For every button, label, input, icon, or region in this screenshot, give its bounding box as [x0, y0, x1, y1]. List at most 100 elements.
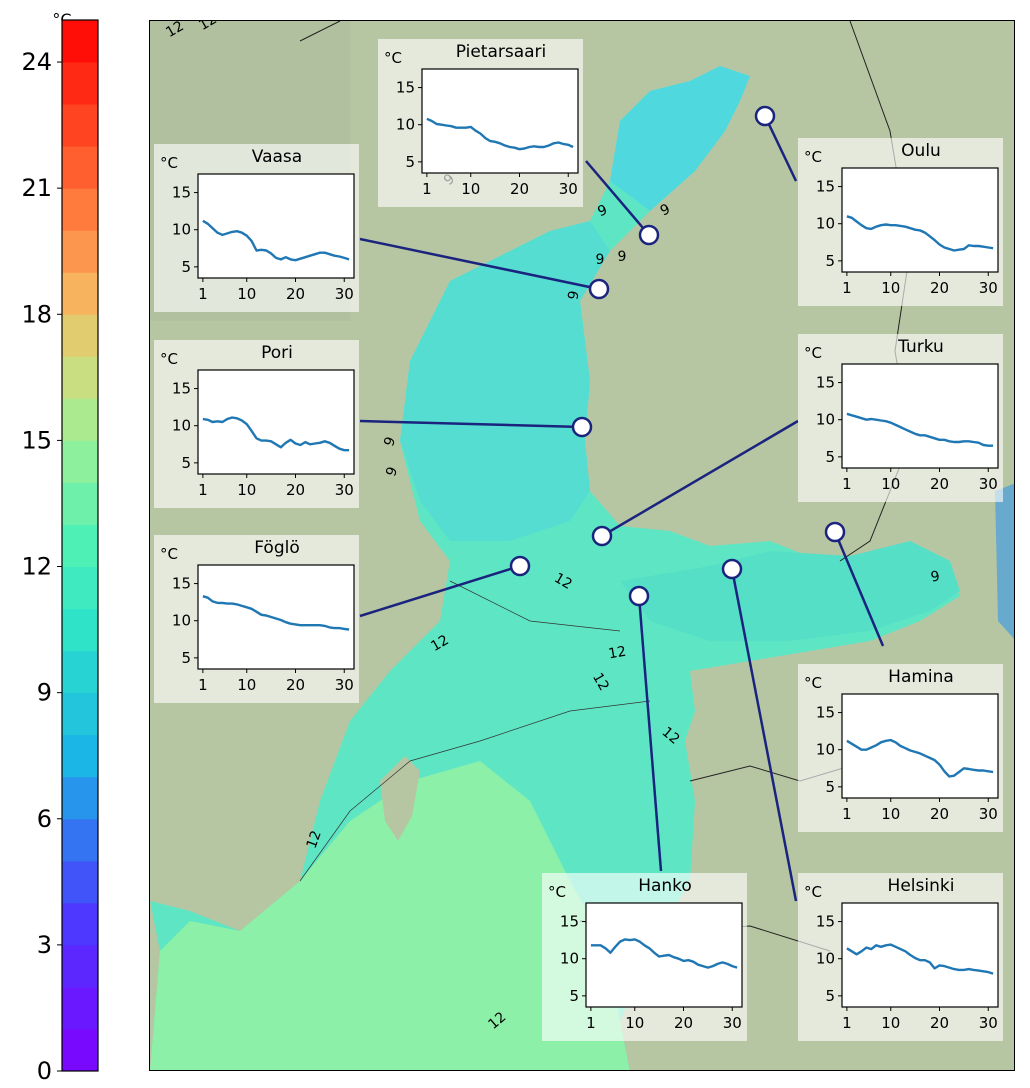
- inset-x-tick-label: 30: [335, 285, 354, 303]
- inset-x-tick-label: 10: [881, 1014, 900, 1032]
- inset-x-tick-label: 10: [881, 805, 900, 823]
- connector-vaasa: [359, 237, 600, 291]
- inset-x-tick-label: 1: [422, 180, 432, 198]
- colorbar-tick-label: 6: [37, 805, 52, 833]
- colorbar-tick-label: 0: [37, 1057, 52, 1085]
- colorbar-band: [62, 860, 98, 904]
- colorbar-band: [62, 146, 98, 189]
- colorbar-bands: [62, 20, 98, 1072]
- inset-turku: °C Turku 1 10 20 30 5 10 15: [798, 334, 1003, 502]
- inset-title: Pori: [261, 343, 293, 363]
- station-marker-vaasa[interactable]: [588, 278, 610, 300]
- temperature-series-line: [202, 219, 350, 262]
- station-marker-f-gl-[interactable]: [509, 555, 531, 577]
- inset-y-tick-label: 5: [569, 987, 579, 1005]
- inset-plot: 1 10 20 30 5 10 15: [396, 68, 579, 198]
- inset-x-tick-label: 30: [979, 279, 998, 297]
- gulf-of-finland: [620, 541, 960, 641]
- station-marker-pori[interactable]: [571, 416, 593, 438]
- station-marker-oulu[interactable]: [754, 105, 776, 127]
- inset-x-tick-label: 30: [979, 1014, 998, 1032]
- station-marker-hanko[interactable]: [628, 585, 650, 607]
- inset-hanko: °C Hanko 1 10 20 30 5 10 15: [542, 873, 747, 1041]
- colorbar-tick-label: 18: [21, 300, 52, 328]
- border-norway-sweden: [299, 21, 341, 42]
- inset-oulu: °C Oulu 1 10 20 30 5 10 15: [798, 138, 1003, 306]
- inset-unit: °C: [804, 148, 822, 166]
- inset-x-tick-label: 20: [930, 805, 949, 823]
- inset-x-tick-label: 20: [674, 1014, 693, 1032]
- inset-vaasa: °C Vaasa 1 10 20 30 5 10 15: [154, 144, 359, 312]
- inset-y-tick-label: 15: [560, 913, 579, 931]
- inset-x-tick-label: 1: [586, 1014, 596, 1032]
- station-marker-helsinki[interactable]: [721, 558, 743, 580]
- inset-y-tick-label: 10: [816, 741, 835, 759]
- inset-axes-frame: [841, 363, 999, 469]
- temperature-series-line: [202, 595, 350, 631]
- contour-label: 9: [596, 252, 605, 268]
- inset-x-tick-label: 10: [881, 279, 900, 297]
- colorbar-band: [62, 104, 98, 147]
- temperature-series-line: [426, 117, 574, 151]
- inset-y-tick-label: 10: [172, 612, 191, 630]
- inset-y-tick-label: 10: [172, 221, 191, 239]
- inset-pori: °C Pori 1 10 20 30 5 10 15: [154, 340, 359, 508]
- inset-y-tick-label: 15: [816, 913, 835, 931]
- contour-label: 9: [618, 249, 627, 265]
- temperature-series-line: [846, 215, 994, 252]
- inset-hamina: °C Hamina 1 10 20 30 5 10 15: [798, 664, 1003, 832]
- inset-x-tick-label: 20: [930, 1014, 949, 1032]
- inset-x-tick-label: 10: [461, 180, 480, 198]
- inset-y-tick-label: 15: [816, 178, 835, 196]
- colorbar-tick-label: 15: [21, 426, 52, 454]
- map[interactable]: 121299999999121212121291212 °CPietarsaar…: [149, 20, 1015, 1071]
- colorbar-band: [62, 776, 98, 820]
- temperature-series-line: [590, 938, 738, 969]
- contour-label: 12: [589, 670, 612, 693]
- colorbar-band: [62, 356, 98, 399]
- inset-title: Hanko: [638, 876, 692, 896]
- contour-label: 12: [304, 829, 325, 851]
- inset-plot: 1 10 20 30 5 10 15: [172, 564, 355, 694]
- colorbar-band: [62, 314, 98, 357]
- inset-plot: 1 10 20 30 5 10 15: [560, 902, 743, 1032]
- inset-axes-frame: [841, 902, 999, 1008]
- colorbar-band: [62, 608, 98, 652]
- inset-helsinki: °C Helsinki 1 10 20 30 5 10 15: [798, 873, 1003, 1041]
- colorbar-band: [62, 272, 98, 315]
- contour-line-12-south: [299, 700, 651, 882]
- inset-x-tick-label: 1: [842, 805, 852, 823]
- inset-y-tick-label: 15: [396, 79, 415, 97]
- inset-y-tick-label: 10: [816, 411, 835, 429]
- inset-y-tick-label: 5: [825, 252, 835, 270]
- inset-unit: °C: [160, 350, 178, 368]
- inset-x-tick-label: 1: [842, 475, 852, 493]
- colorbar-frame: [61, 19, 99, 1072]
- bothnian-sea-cool: [400, 221, 610, 541]
- inset-x-tick-label: 1: [198, 481, 208, 499]
- colorbar-band: [62, 1028, 98, 1072]
- bothnian-bay: [610, 66, 750, 211]
- contour-label: 9: [565, 290, 582, 302]
- inset-y-tick-label: 15: [816, 374, 835, 392]
- colorbar-band: [62, 398, 98, 441]
- inset-x-tick-label: 1: [198, 285, 208, 303]
- inset-x-tick-label: 20: [510, 180, 529, 198]
- inset-x-tick-label: 10: [237, 285, 256, 303]
- inset-y-tick-label: 10: [816, 950, 835, 968]
- station-marker-turku[interactable]: [591, 525, 613, 547]
- inset-title: Föglö: [254, 538, 300, 558]
- connector-helsinki: [730, 568, 798, 902]
- station-marker-pietarsaari[interactable]: [638, 224, 660, 246]
- colorbar-band: [62, 230, 98, 273]
- inset-unit: °C: [548, 883, 566, 901]
- inset-f-gl-: °C Föglö 1 10 20 30 5 10 15: [154, 535, 359, 703]
- inset-x-tick-label: 30: [723, 1014, 742, 1032]
- inset-y-tick-label: 15: [172, 575, 191, 593]
- station-marker-hamina[interactable]: [824, 521, 846, 543]
- station-markers: [509, 105, 846, 607]
- colorbar-tick-label: 24: [21, 48, 52, 76]
- connector-turku: [601, 419, 799, 538]
- inset-x-tick-label: 10: [237, 481, 256, 499]
- inset-y-tick-label: 10: [560, 950, 579, 968]
